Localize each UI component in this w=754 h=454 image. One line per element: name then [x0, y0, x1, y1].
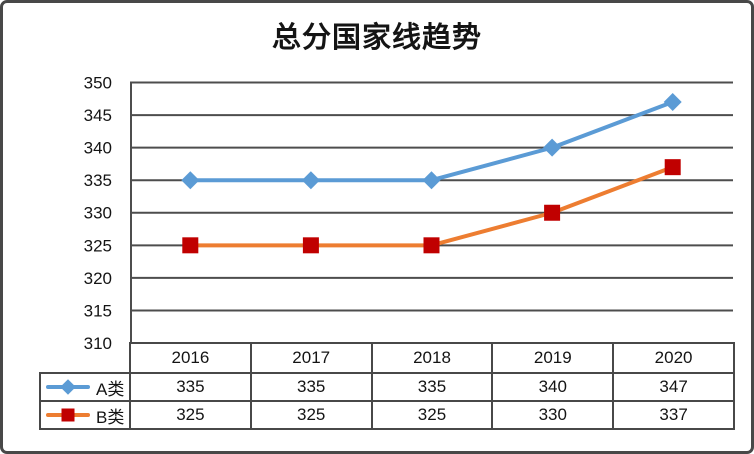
- legend-label: A类: [96, 379, 125, 399]
- diamond-marker: [301, 171, 320, 190]
- svg-text:350: 350: [84, 73, 112, 92]
- diamond-marker: [663, 93, 682, 112]
- diamond-marker: [543, 138, 562, 157]
- legend-line-square-icon: [46, 407, 90, 423]
- legend-label: B类: [96, 407, 125, 427]
- series-0-A类: [181, 93, 682, 190]
- square-marker: [423, 237, 440, 254]
- svg-text:320: 320: [84, 269, 112, 288]
- year-cell: 2020: [612, 342, 735, 374]
- series-line: [188, 100, 675, 183]
- year-cell: 2017: [249, 342, 373, 374]
- legend-box: A类 B类: [39, 372, 131, 430]
- series-1-B类: [182, 159, 681, 254]
- year-cell: 2016: [129, 342, 252, 374]
- svg-text:315: 315: [84, 301, 112, 320]
- diamond-marker: [422, 171, 441, 190]
- value-cell: 340: [491, 372, 615, 402]
- value-cell: 330: [491, 400, 615, 430]
- value-cell: 325: [249, 400, 373, 430]
- diamond-marker: [181, 171, 200, 190]
- svg-text:325: 325: [84, 236, 112, 255]
- year-cell: 2018: [370, 342, 494, 374]
- svg-text:340: 340: [84, 139, 112, 158]
- square-marker: [302, 237, 319, 254]
- y-axis-labels: 350 345 340 335 330 325 320 315 310: [84, 73, 112, 353]
- value-cell: 325: [370, 400, 494, 430]
- year-cell: 2019: [491, 342, 615, 374]
- legend-item-b: B类: [41, 400, 129, 428]
- value-cell: 335: [129, 372, 252, 402]
- year-header-row: 2016 2017 2018 2019 2020: [129, 342, 735, 374]
- svg-text:335: 335: [84, 171, 112, 190]
- y-gridlines: [130, 81, 733, 344]
- square-marker: [544, 204, 561, 221]
- svg-text:310: 310: [84, 334, 112, 353]
- value-cell: 337: [612, 400, 735, 430]
- series-a-row: 335 335 335 340 347: [129, 372, 735, 402]
- series-b-row: 325 325 325 330 337: [129, 400, 735, 430]
- value-cell: 335: [249, 372, 373, 402]
- data-table: 2016 2017 2018 2019 2020 335 335 335 340…: [129, 342, 735, 430]
- legend-line-diamond-icon: [46, 379, 90, 395]
- legend-item-a: A类: [41, 374, 129, 400]
- square-marker: [182, 237, 199, 254]
- svg-text:345: 345: [84, 106, 112, 125]
- value-cell: 347: [612, 372, 735, 402]
- square-marker: [664, 159, 681, 176]
- value-cell: 335: [370, 372, 494, 402]
- chart-title: 总分国家线趋势: [271, 22, 482, 54]
- value-cell: 325: [129, 400, 252, 430]
- svg-text:330: 330: [84, 204, 112, 223]
